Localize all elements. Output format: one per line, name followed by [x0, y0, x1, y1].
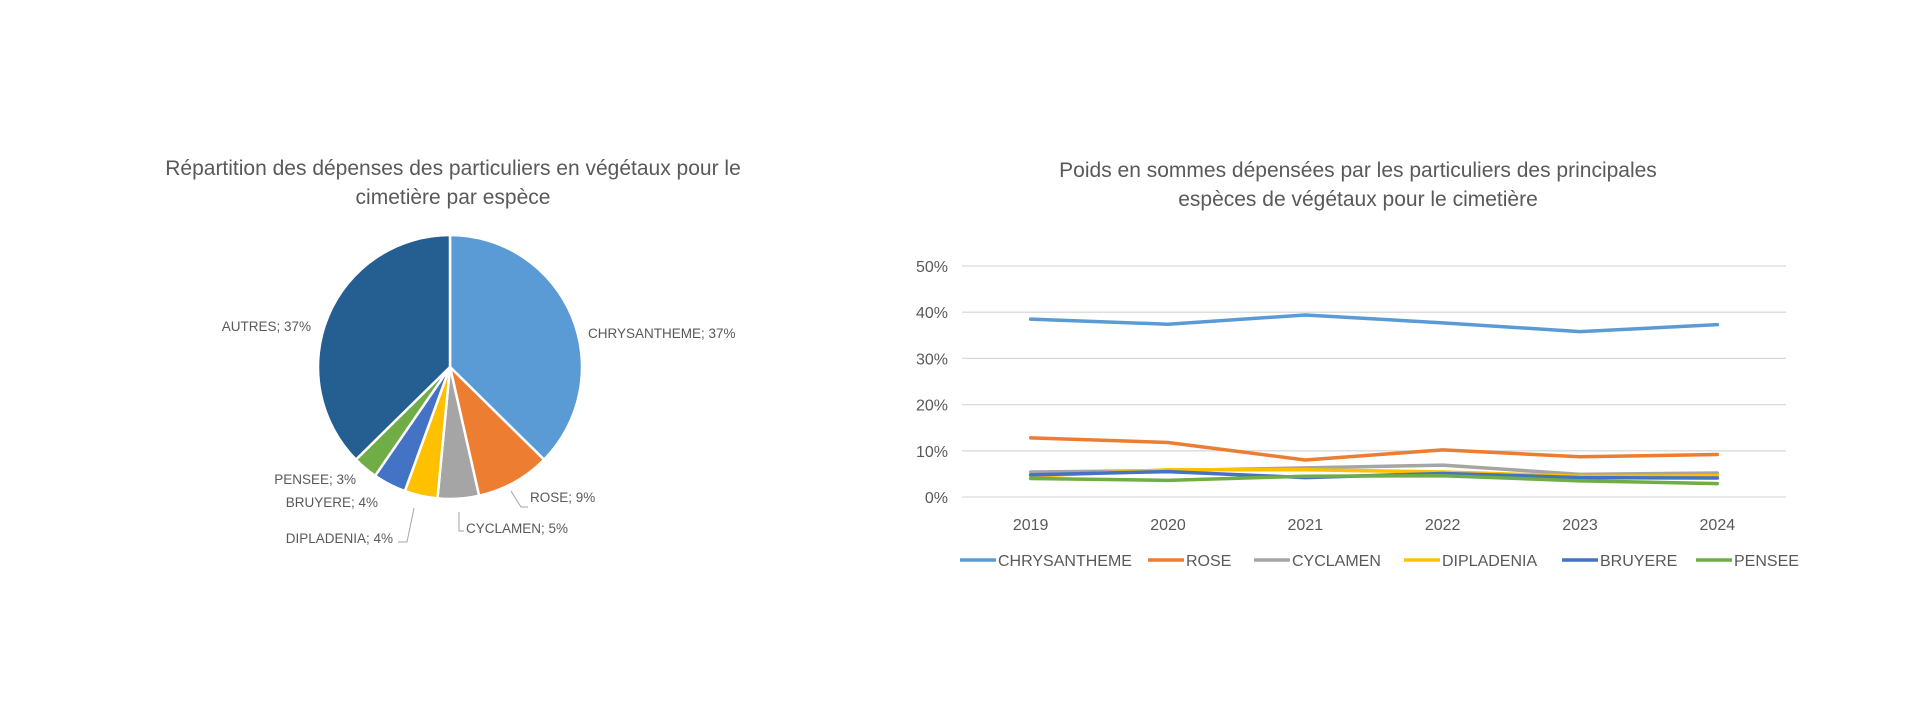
- x-tick-label: 2023: [1562, 517, 1598, 534]
- legend-item-dipladenia: DIPLADENIA: [1404, 553, 1537, 570]
- series-line-pensee: [1028, 473, 1720, 486]
- legend-item-pensee: PENSEE: [1696, 553, 1799, 570]
- y-tick-label: 0%: [925, 490, 948, 507]
- legend-label: BRUYERE: [1600, 553, 1677, 570]
- gridlines: [962, 265, 1786, 498]
- pie-slice-autres: [316, 233, 452, 462]
- pie-chart: Répartition des dépenses des particulier…: [165, 157, 741, 546]
- legend-item-cyclamen: CYCLAMEN: [1254, 553, 1381, 570]
- legend-label: CHRYSANTHEME: [998, 553, 1132, 570]
- x-tick-label: 2020: [1150, 517, 1186, 534]
- pie-leader-lines: [398, 490, 528, 543]
- y-tick-label: 40%: [916, 305, 948, 322]
- x-tick-label: 2021: [1288, 517, 1324, 534]
- pie-label-pensee: PENSEE; 3%: [274, 472, 356, 487]
- series-line-chrysantheme: [1028, 313, 1720, 334]
- pie-slice-chrysantheme: [448, 233, 584, 462]
- legend-label: ROSE: [1186, 553, 1231, 570]
- legend: CHRYSANTHEME ROSE CYCLAMEN DIPLADENIA BRUYER…: [960, 553, 1799, 570]
- pie-label-autres: AUTRES; 37%: [222, 319, 311, 334]
- pie-slices: [316, 233, 584, 501]
- leader-line-rose: [510, 490, 528, 508]
- x-tick-label: 2019: [1013, 517, 1049, 534]
- pie-label-dipladenia: DIPLADENIA; 4%: [286, 531, 393, 546]
- line-title-line-2: espèces de végétaux pour le cimetière: [1178, 188, 1538, 211]
- legend-item-bruyere: BRUYERE: [1562, 553, 1677, 570]
- line-series: [1028, 313, 1720, 486]
- y-tick-label: 10%: [916, 444, 948, 461]
- pie-label-bruyere: BRUYERE; 4%: [286, 495, 378, 510]
- line-title-line-1: Poids en sommes dépensées par les partic…: [1059, 159, 1657, 182]
- leader-line-cyclamen: [458, 512, 464, 532]
- y-axis-ticks: 0% 10% 20% 30% 40% 50%: [916, 259, 948, 507]
- legend-label: PENSEE: [1734, 553, 1799, 570]
- legend-item-rose: ROSE: [1148, 553, 1231, 570]
- x-tick-label: 2022: [1425, 517, 1461, 534]
- legend-label: CYCLAMEN: [1292, 553, 1381, 570]
- x-axis-ticks: 2019 2020 2021 2022 2023 2024: [1013, 517, 1735, 534]
- series-line-rose: [1028, 436, 1720, 462]
- y-tick-label: 20%: [916, 398, 948, 415]
- y-tick-label: 50%: [916, 259, 948, 276]
- legend-item-chrysantheme: CHRYSANTHEME: [960, 553, 1132, 570]
- line-chart: Poids en sommes dépensées par les partic…: [916, 159, 1799, 570]
- pie-label-chrysantheme: CHRYSANTHEME; 37%: [588, 326, 736, 341]
- leader-line-dipladenia: [398, 507, 415, 543]
- y-tick-label: 30%: [916, 351, 948, 368]
- pie-label-rose: ROSE; 9%: [530, 490, 595, 505]
- x-tick-label: 2024: [1700, 517, 1736, 534]
- pie-title-line-1: Répartition des dépenses des particulier…: [165, 157, 741, 180]
- legend-label: DIPLADENIA: [1442, 553, 1537, 570]
- pie-label-cyclamen: CYCLAMEN; 5%: [466, 521, 568, 536]
- pie-title-line-2: cimetière par espèce: [356, 186, 551, 209]
